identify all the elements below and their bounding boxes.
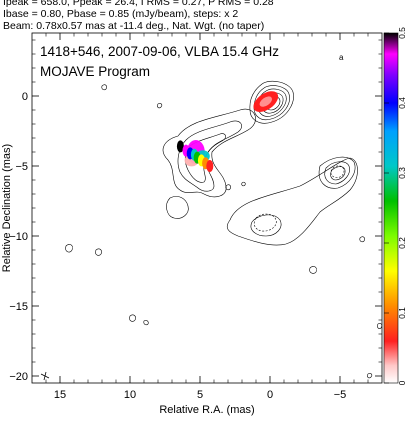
hatched-region	[253, 213, 277, 232]
plot-frame	[31, 32, 383, 384]
colorbar-ticks: 0 0.1 0.2 0.3 0.4 0.5	[384, 27, 407, 385]
core-contour	[253, 85, 290, 121]
colorbar-tick-label: 0.4	[397, 97, 407, 109]
small-contour	[241, 181, 246, 187]
x-tick-label: 0	[267, 389, 273, 401]
lobe-contour	[250, 214, 282, 237]
jet-contour	[177, 120, 242, 192]
small-contour	[166, 196, 189, 219]
small-contour	[309, 266, 317, 274]
colorbar-tick-label: 0.5	[397, 27, 407, 39]
small-contour	[359, 236, 365, 243]
small-contour	[225, 184, 231, 191]
small-contour	[157, 103, 163, 109]
colorbar-tick-label: 0	[397, 380, 407, 385]
header-line-1: Ipeak = 658.0, Ppeak = 26.4, I RMS = 0.2…	[3, 0, 274, 8]
header-line-3: Beam: 0.78x0.57 mas at -11.4 deg., Nat. …	[3, 20, 265, 32]
small-contour	[377, 323, 382, 329]
header-line-2: Ibase = 0.80, Pbase = 0.85 (mJy/beam), s…	[3, 8, 239, 20]
colorbar	[383, 32, 399, 384]
colorbar-tick-label: 0.3	[397, 167, 407, 179]
small-contour	[65, 244, 73, 253]
colorbar-tick-label: 0.2	[397, 237, 407, 249]
hatched-region	[330, 165, 345, 178]
y-axis-label: Relative Declination (mas)	[1, 144, 13, 272]
x-tick-label: −5	[334, 389, 347, 401]
small-contour	[95, 248, 102, 256]
x-axis-label: Relative R.A. (mas)	[159, 404, 254, 416]
small-contour	[101, 84, 107, 91]
contour-layer	[65, 80, 382, 379]
small-contour	[143, 320, 149, 326]
title-suffix: a	[339, 53, 344, 62]
jet-pol-streak	[176, 140, 184, 153]
x-tick-label: 10	[124, 389, 136, 401]
y-tick-label: −15	[9, 301, 28, 313]
lobe-contour	[318, 156, 356, 189]
chart-subtitle: MOJAVE Program	[40, 64, 150, 79]
core-pol-patch	[259, 96, 272, 107]
lobe-contour	[226, 157, 358, 246]
lobe-contour	[330, 166, 346, 181]
y-tick-label: −20	[9, 371, 28, 383]
x-tick-label: 5	[197, 389, 203, 401]
axis-ticks: 15 10 5 0 −5 0 −5 −10 −15 −20	[9, 33, 382, 401]
jet-pol-streak	[206, 160, 214, 172]
core-contour	[249, 80, 294, 124]
y-tick-label: −10	[9, 231, 28, 243]
colorbar-tick-label: 0.1	[397, 307, 407, 319]
small-contour	[129, 314, 136, 322]
chart-title: 1418+546, 2007-09-06, VLBA 15.4 GHz	[40, 44, 279, 59]
y-tick-label: −5	[15, 161, 28, 173]
y-tick-label: 0	[22, 91, 28, 103]
small-contour	[367, 373, 373, 379]
polarization-layer	[176, 91, 279, 172]
lobe-contour	[324, 161, 350, 185]
beam-ellipse	[40, 371, 50, 381]
x-tick-label: 15	[54, 389, 66, 401]
